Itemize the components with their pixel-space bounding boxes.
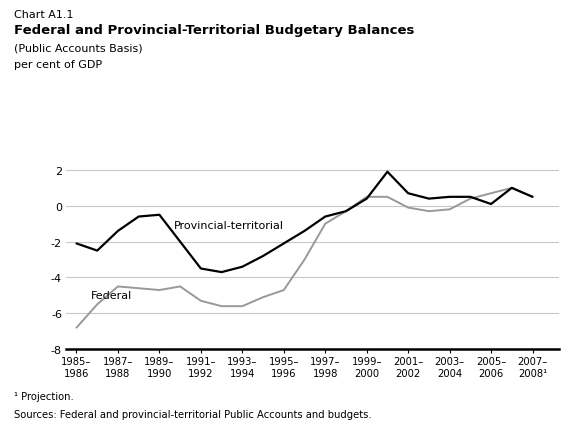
Text: Sources: Federal and provincial-territorial Public Accounts and budgets.: Sources: Federal and provincial-territor… — [14, 409, 372, 419]
Text: Chart A1.1: Chart A1.1 — [14, 10, 74, 20]
Text: (Public Accounts Basis): (Public Accounts Basis) — [14, 43, 143, 53]
Text: ¹ Projection.: ¹ Projection. — [14, 391, 74, 401]
Text: Federal and Provincial-Territorial Budgetary Balances: Federal and Provincial-Territorial Budge… — [14, 24, 415, 37]
Text: per cent of GDP: per cent of GDP — [14, 60, 102, 70]
Text: Federal: Federal — [91, 291, 132, 301]
Text: Provincial-territorial: Provincial-territorial — [174, 220, 284, 230]
